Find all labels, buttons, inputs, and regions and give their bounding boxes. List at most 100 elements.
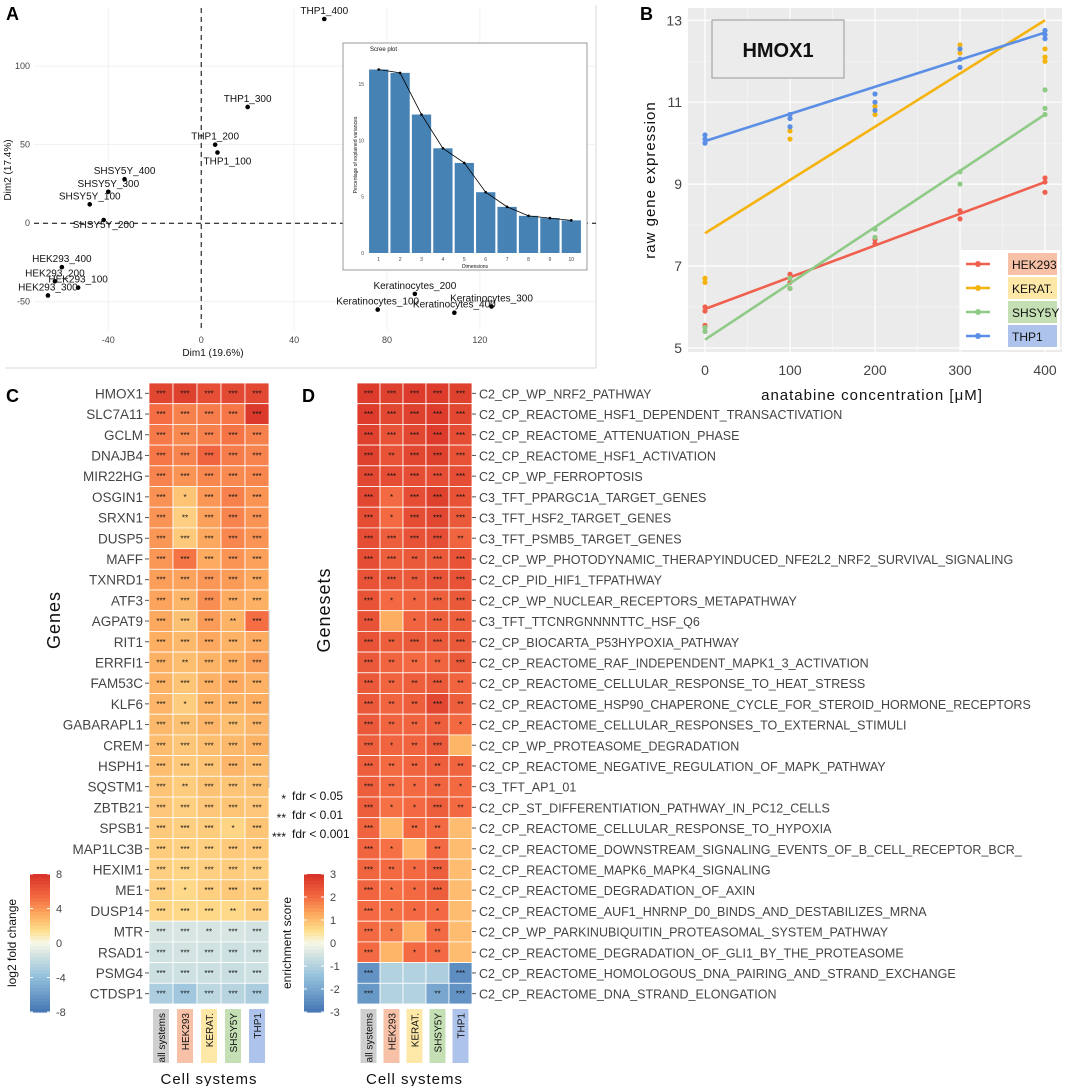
sig-stars: *** [180,638,189,647]
scree-line [378,69,572,221]
sig-stars: *** [433,886,442,895]
colorbar-segment [30,984,50,989]
colorbar-segment [304,929,324,934]
sig-stars: *** [433,700,442,709]
colorbar-segment [304,967,324,972]
sig-stars: *** [156,389,165,398]
colorbar-segment [30,953,50,958]
heat-cell [402,962,427,984]
colorbar-segment [30,891,50,896]
sig-stars: *** [252,990,261,999]
sig-stars: *** [252,493,261,502]
sig-stars: ** [388,865,394,874]
colorbar-segment [30,980,50,985]
colorbar-segment [304,905,324,910]
pca-point-label: SHSY5Y_100 [59,191,121,202]
sig-stars: *** [228,638,237,647]
colorbar-segment [304,880,324,885]
x-tick-label: -40 [102,335,115,345]
colorbar-tick-label: -3 [330,1007,340,1019]
colorbar-segment [304,908,324,913]
sig-stars: *** [252,617,261,626]
scree-point [398,71,402,75]
sig-stars: *** [410,514,419,523]
sig-stars: *** [456,638,465,647]
colorbar-segment [30,960,50,965]
sig-stars: ** [388,638,394,647]
sig-stars: *** [252,638,261,647]
sig-stars: ** [411,824,417,833]
colorbar-segment [304,887,324,892]
sig-stars: *** [252,741,261,750]
sig-stars: ** [182,514,188,523]
scree-point [570,219,573,222]
scree-bar [369,69,389,253]
legend-dot [975,285,981,291]
sig-stars: *** [433,576,442,585]
heat-cell [448,838,473,860]
colorbar-tick-label: -4 [56,973,66,985]
sig-stars: *** [156,865,165,874]
sig-stars: *** [204,472,213,481]
sig-stars: *** [364,990,373,999]
row-label: C2_CP_REACTOME_DEGRADATION_OF_AXIN [479,884,755,898]
row-label: RIT1 [114,635,143,650]
sig-stars: *** [387,431,396,440]
sig-stars: *** [364,928,373,937]
sig-stars: ** [388,679,394,688]
sig-stars: * [413,596,416,605]
data-point-KERAT. [1042,54,1048,60]
legend-label: THP1 [1012,330,1043,344]
y-axis-label: raw gene expression [642,101,659,258]
sig-stars: *** [456,472,465,481]
colorbar-segment [30,1005,50,1010]
sig-stars: *** [204,803,213,812]
colorbar-segment [304,877,324,882]
row-label: RSAD1 [98,945,143,960]
colorbar-segment [30,974,50,979]
scree-bar [411,114,432,253]
pca-point-label: HEK293_300 [18,282,78,293]
sig-stars: *** [180,410,189,419]
sig-stars: *** [410,410,419,419]
sig-stars: *** [180,721,189,730]
x-tick-label: 120 [472,335,487,345]
sig-stars: *** [228,969,237,978]
heat-cell [379,817,404,839]
scree-bar [454,162,474,253]
sig-stars: *** [456,658,465,667]
pca-point-label: Keratinocytes_400 [413,300,496,311]
heat-cell [448,920,473,943]
row-label: C3_TFT_PPARGC1A_TARGET_GENES [479,491,706,505]
sig-stars: ** [388,783,394,792]
sig-stars: * [231,824,234,833]
sig-stars: * [183,493,186,502]
column-box [225,1009,241,1063]
sig-stars: *** [252,700,261,709]
sig-stars: *** [156,534,165,543]
sig-stars: *** [204,410,213,419]
colorbar-segment [304,946,324,951]
sig-stars: *** [156,969,165,978]
sig-stars: * [413,783,416,792]
row-label: HMOX1 [95,386,143,401]
data-point-KERAT. [957,42,963,48]
colorbar-segment [304,1008,324,1013]
scree-point [377,68,381,71]
sig-stars: *** [364,741,373,750]
column-label: HEK293 [181,1013,192,1051]
y-tick-label: 9 [674,176,682,192]
sig-stars: *** [228,886,237,895]
pca-point [122,176,127,182]
sig-stars: *** [180,928,189,937]
scree-x-tick: 7 [506,257,509,263]
legend-dot [975,333,981,339]
x-tick-label: 0 [199,335,204,345]
sig-stars: ** [434,783,440,792]
colorbar-segment [304,1005,324,1010]
sig-stars: *** [156,700,165,709]
data-point-KERAT. [872,111,878,118]
sig-stars: *** [228,576,237,585]
sig-stars: *** [387,472,396,481]
colorbar-segment [304,953,324,958]
